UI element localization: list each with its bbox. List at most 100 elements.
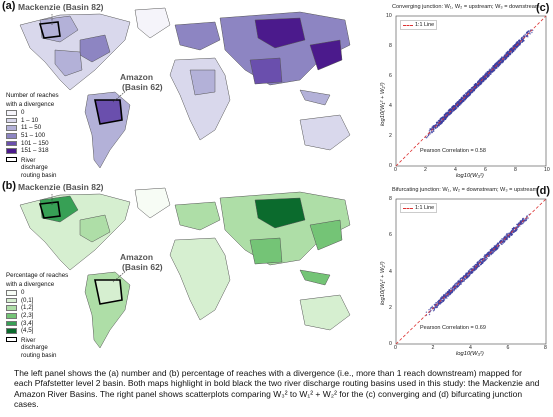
scatter-c-point [525, 34, 527, 37]
scatter-d-point [428, 313, 431, 316]
scatter-d-point [446, 291, 449, 293]
legend-b-swatch [6, 328, 17, 334]
panel-label-c: (c) [536, 2, 550, 14]
scatter-c-point [487, 75, 489, 78]
scatter-c-ytick: 10 [386, 13, 392, 19]
scatter-d-point [490, 253, 492, 256]
scatter-c-point [469, 94, 471, 96]
scatter-d-point [465, 274, 468, 276]
basin-label-amazon-b-2: (Basin 62) [122, 262, 163, 272]
scatter-d-point [436, 306, 438, 309]
scatter-c-point [506, 52, 508, 55]
legend-a-item: 51 – 100 [6, 132, 63, 140]
scatter-c-point [531, 31, 533, 34]
scatter-c-xtick: 4 [454, 167, 457, 173]
scatter-c-point [500, 57, 502, 59]
scatter-d-xtick: 0 [394, 345, 397, 351]
basin-label-amazon-a-2: (Basin 62) [122, 82, 163, 92]
scatter-d-point [469, 268, 472, 270]
scatter-d-point [446, 295, 448, 297]
scatter-c-point [501, 56, 503, 58]
scatter-d-point [441, 297, 443, 299]
scatter-c-point [512, 50, 514, 53]
scatter-c-point [512, 49, 514, 51]
scatter-c-point [524, 33, 526, 35]
scatter-c-point [521, 36, 523, 39]
scatter-c-point [514, 48, 517, 50]
scatter-c-point [488, 70, 490, 73]
scatter-d-point [524, 220, 527, 222]
scatter-c-point [444, 114, 446, 117]
scatter-d-xtick: 8 [544, 345, 547, 351]
scatter-d-point [520, 222, 522, 224]
scatter-c-point [491, 70, 493, 73]
scatter-d-point [506, 238, 508, 240]
scatter-c-point [426, 136, 429, 138]
scatter-c-point [462, 101, 464, 103]
scatter-d-point [461, 281, 463, 283]
scatter-c-point [431, 130, 433, 133]
scatter-c-point [468, 92, 471, 95]
scatter-c-point [503, 56, 505, 58]
scatter-c-point [500, 58, 503, 61]
scatter-c-point [501, 62, 503, 64]
scatter-c-ytick: 0 [389, 163, 392, 169]
legend-b-item: (1,2] [6, 304, 68, 312]
scatter-d-xlabel: log10(W₃²) [456, 351, 484, 357]
scatter-d-point [459, 283, 461, 285]
scatter-d-point [451, 286, 454, 288]
scatter-d-point [526, 215, 528, 217]
scatter-c-point [434, 127, 437, 129]
scatter-d-point [509, 233, 512, 235]
scatter-d-point [476, 261, 479, 263]
scatter-d-point [450, 292, 452, 295]
scatter-d-point [476, 264, 478, 266]
scatter-d-point [480, 263, 482, 266]
scatter-c-point [504, 57, 507, 59]
map-panel-b: (b) Mackenzie (Basin 82) Amazon (Basin 6… [0, 180, 370, 360]
scatter-d-point [491, 248, 493, 250]
scatter-d-point [497, 242, 499, 245]
scatter-d-point [444, 293, 446, 296]
scatter-c-plot [395, 15, 547, 167]
scatter-c-pearson: Pearson Correlation = 0.58 [420, 148, 486, 154]
scatter-c-point [452, 110, 454, 113]
scatter-d-point [454, 282, 457, 285]
scatter-d-legend-label: 1:1 Line [415, 205, 435, 211]
scatter-d-point [484, 255, 486, 257]
world-map-b [0, 180, 370, 360]
scatter-d-point [498, 242, 500, 244]
scatter-d-point [453, 289, 455, 292]
scatter-c-point [478, 79, 481, 81]
scatter-d-point [488, 255, 491, 257]
legend-a-item-label: 51 – 100 [21, 131, 46, 139]
scatter-c-point [494, 62, 497, 65]
scatter-c-point [456, 106, 458, 108]
scatter-c-point [505, 53, 507, 56]
scatter-c-ytick: 6 [389, 73, 392, 79]
scatter-d-point [486, 257, 488, 260]
scatter-c-point [509, 48, 511, 50]
scatter-c-point [449, 108, 452, 110]
scatter-d-point [504, 236, 507, 238]
legend-a-swatch [6, 133, 17, 139]
scatter-d-plot [395, 198, 547, 345]
legend-b-swatch [6, 297, 17, 304]
legend-a-swatch [6, 125, 17, 131]
scatter-d-point [459, 282, 461, 284]
legend-a-item: 1 – 10 [6, 117, 63, 125]
legend-b-swatch [6, 313, 17, 319]
scatter-d-point [444, 297, 447, 299]
scatter-panel-c: Converging junction: W₁, W₂ = upstream; … [372, 0, 553, 182]
scatter-d-point [451, 288, 454, 290]
scatter-d-point [456, 282, 458, 284]
scatter-c-point [435, 122, 438, 124]
scatter-d-point [458, 281, 461, 283]
scatter-c-point [440, 117, 442, 119]
scatter-d-point [447, 295, 450, 297]
legend-b-item-label: (3,4] [21, 319, 34, 327]
scatter-c-ytick: 4 [389, 103, 392, 109]
scatter-c-point [521, 41, 523, 43]
scatter-d-point [494, 249, 496, 251]
